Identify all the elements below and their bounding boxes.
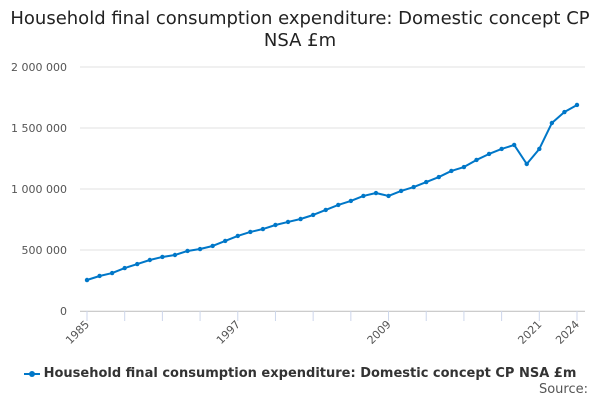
- data-point: [436, 174, 441, 180]
- data-point: [310, 212, 316, 218]
- data-point: [109, 270, 115, 276]
- y-tick-label: 500 000: [22, 244, 68, 257]
- data-point: [160, 254, 165, 260]
- y-tick-label: 2 000 000: [11, 61, 67, 74]
- data-point: [147, 257, 153, 263]
- x-tick-label: 2009: [365, 318, 394, 347]
- data-point: [197, 246, 203, 252]
- data-point: [172, 252, 178, 258]
- data-point: [511, 142, 517, 148]
- data-point: [336, 202, 341, 208]
- data-point: [398, 188, 404, 194]
- data-point: [474, 157, 479, 163]
- data-point: [185, 248, 190, 254]
- data-point: [386, 193, 391, 199]
- chart-title: Household final consumption expenditure:…: [10, 8, 590, 51]
- data-point: [499, 146, 504, 152]
- data-point: [461, 164, 467, 170]
- data-point: [361, 193, 366, 199]
- legend-line-marker-icon: [23, 370, 40, 377]
- data-point: [486, 151, 492, 157]
- data-point: [424, 179, 429, 185]
- data-point: [235, 233, 240, 239]
- y-tick-label: 1 500 000: [11, 122, 67, 135]
- data-point: [248, 229, 253, 235]
- data-point: [574, 102, 580, 108]
- data-point: [97, 273, 102, 279]
- data-point: [348, 198, 354, 204]
- data-point: [298, 216, 303, 222]
- x-tick-label: 1997: [214, 318, 243, 347]
- data-point: [223, 238, 228, 244]
- data-point: [122, 265, 127, 271]
- x-tick-label: 2021: [515, 318, 544, 347]
- data-point: [549, 120, 555, 126]
- data-point: [84, 277, 90, 283]
- legend[interactable]: Household final consumption expenditure:…: [0, 366, 600, 381]
- legend-label: Household final consumption expenditure:…: [43, 366, 577, 381]
- series-line: [86, 104, 578, 281]
- x-tick-label: 2024: [553, 318, 582, 347]
- data-point: [524, 161, 529, 167]
- data-point: [273, 222, 278, 228]
- y-tick-label: 0: [60, 305, 67, 318]
- source-label: Source:: [538, 382, 588, 397]
- data-point: [323, 207, 328, 213]
- data-point: [562, 109, 567, 115]
- data-point: [449, 168, 454, 174]
- data-point: [135, 261, 140, 267]
- data-point: [411, 184, 416, 190]
- x-tick-label: 1985: [63, 318, 92, 347]
- y-tick-label: 1 000 000: [11, 183, 67, 196]
- data-point: [260, 226, 266, 232]
- data-point: [373, 190, 379, 196]
- data-point: [210, 243, 215, 249]
- data-point: [537, 146, 542, 152]
- data-point: [285, 219, 291, 225]
